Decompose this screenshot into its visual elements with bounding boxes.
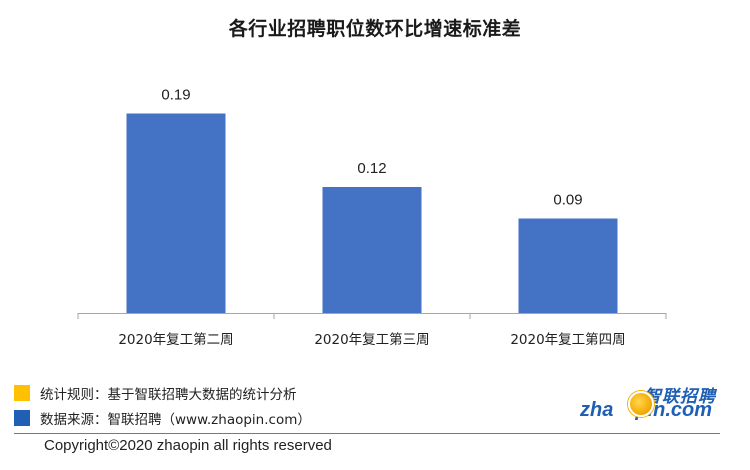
bar-value-label: 0.12 [357, 160, 386, 177]
value-label-group: 0.19 0.12 0.09 [161, 87, 582, 209]
bar-group [126, 113, 618, 313]
category-label-group: 2020年复工第二周 2020年复工第三周 2020年复工第四周 [118, 331, 625, 348]
bar [126, 113, 226, 313]
x-axis-ticks [77, 313, 667, 319]
orange-dot-icon [628, 391, 654, 417]
bar-value-label: 0.19 [161, 87, 190, 104]
bar [322, 187, 422, 313]
bar [518, 218, 618, 313]
logo-chinese-text: 智联招聘 [644, 387, 716, 407]
category-label: 2020年复工第二周 [118, 331, 233, 348]
footer-divider [14, 433, 720, 434]
category-label: 2020年复工第四周 [510, 331, 625, 348]
category-label: 2020年复工第三周 [314, 331, 429, 348]
logo-english-left: zha [580, 399, 614, 421]
data-source-text: 数据来源：智联招聘（www.zhaopin.com） [40, 412, 311, 428]
statistics-rule-text: 统计规则：基于智联招聘大数据的统计分析 [40, 387, 297, 403]
chart-title: 各行业招聘职位数环比增速标准差 [228, 18, 522, 40]
logo-english-right: pin.com [635, 399, 713, 421]
yellow-square-icon [14, 385, 30, 401]
bar-value-label: 0.09 [553, 192, 582, 209]
zhaopin-logo: 智联招聘 zha pin.com [580, 382, 720, 428]
footer-source-row: 数据来源：智联招聘（www.zhaopin.com） [14, 408, 311, 428]
logo-english-text: zha pin.com [580, 399, 712, 422]
footer-rule-row: 统计规则：基于智联招聘大数据的统计分析 [14, 383, 297, 403]
copyright-text: Copyright©2020 zhaopin all rights reserv… [44, 437, 332, 454]
blue-square-icon [14, 410, 30, 426]
